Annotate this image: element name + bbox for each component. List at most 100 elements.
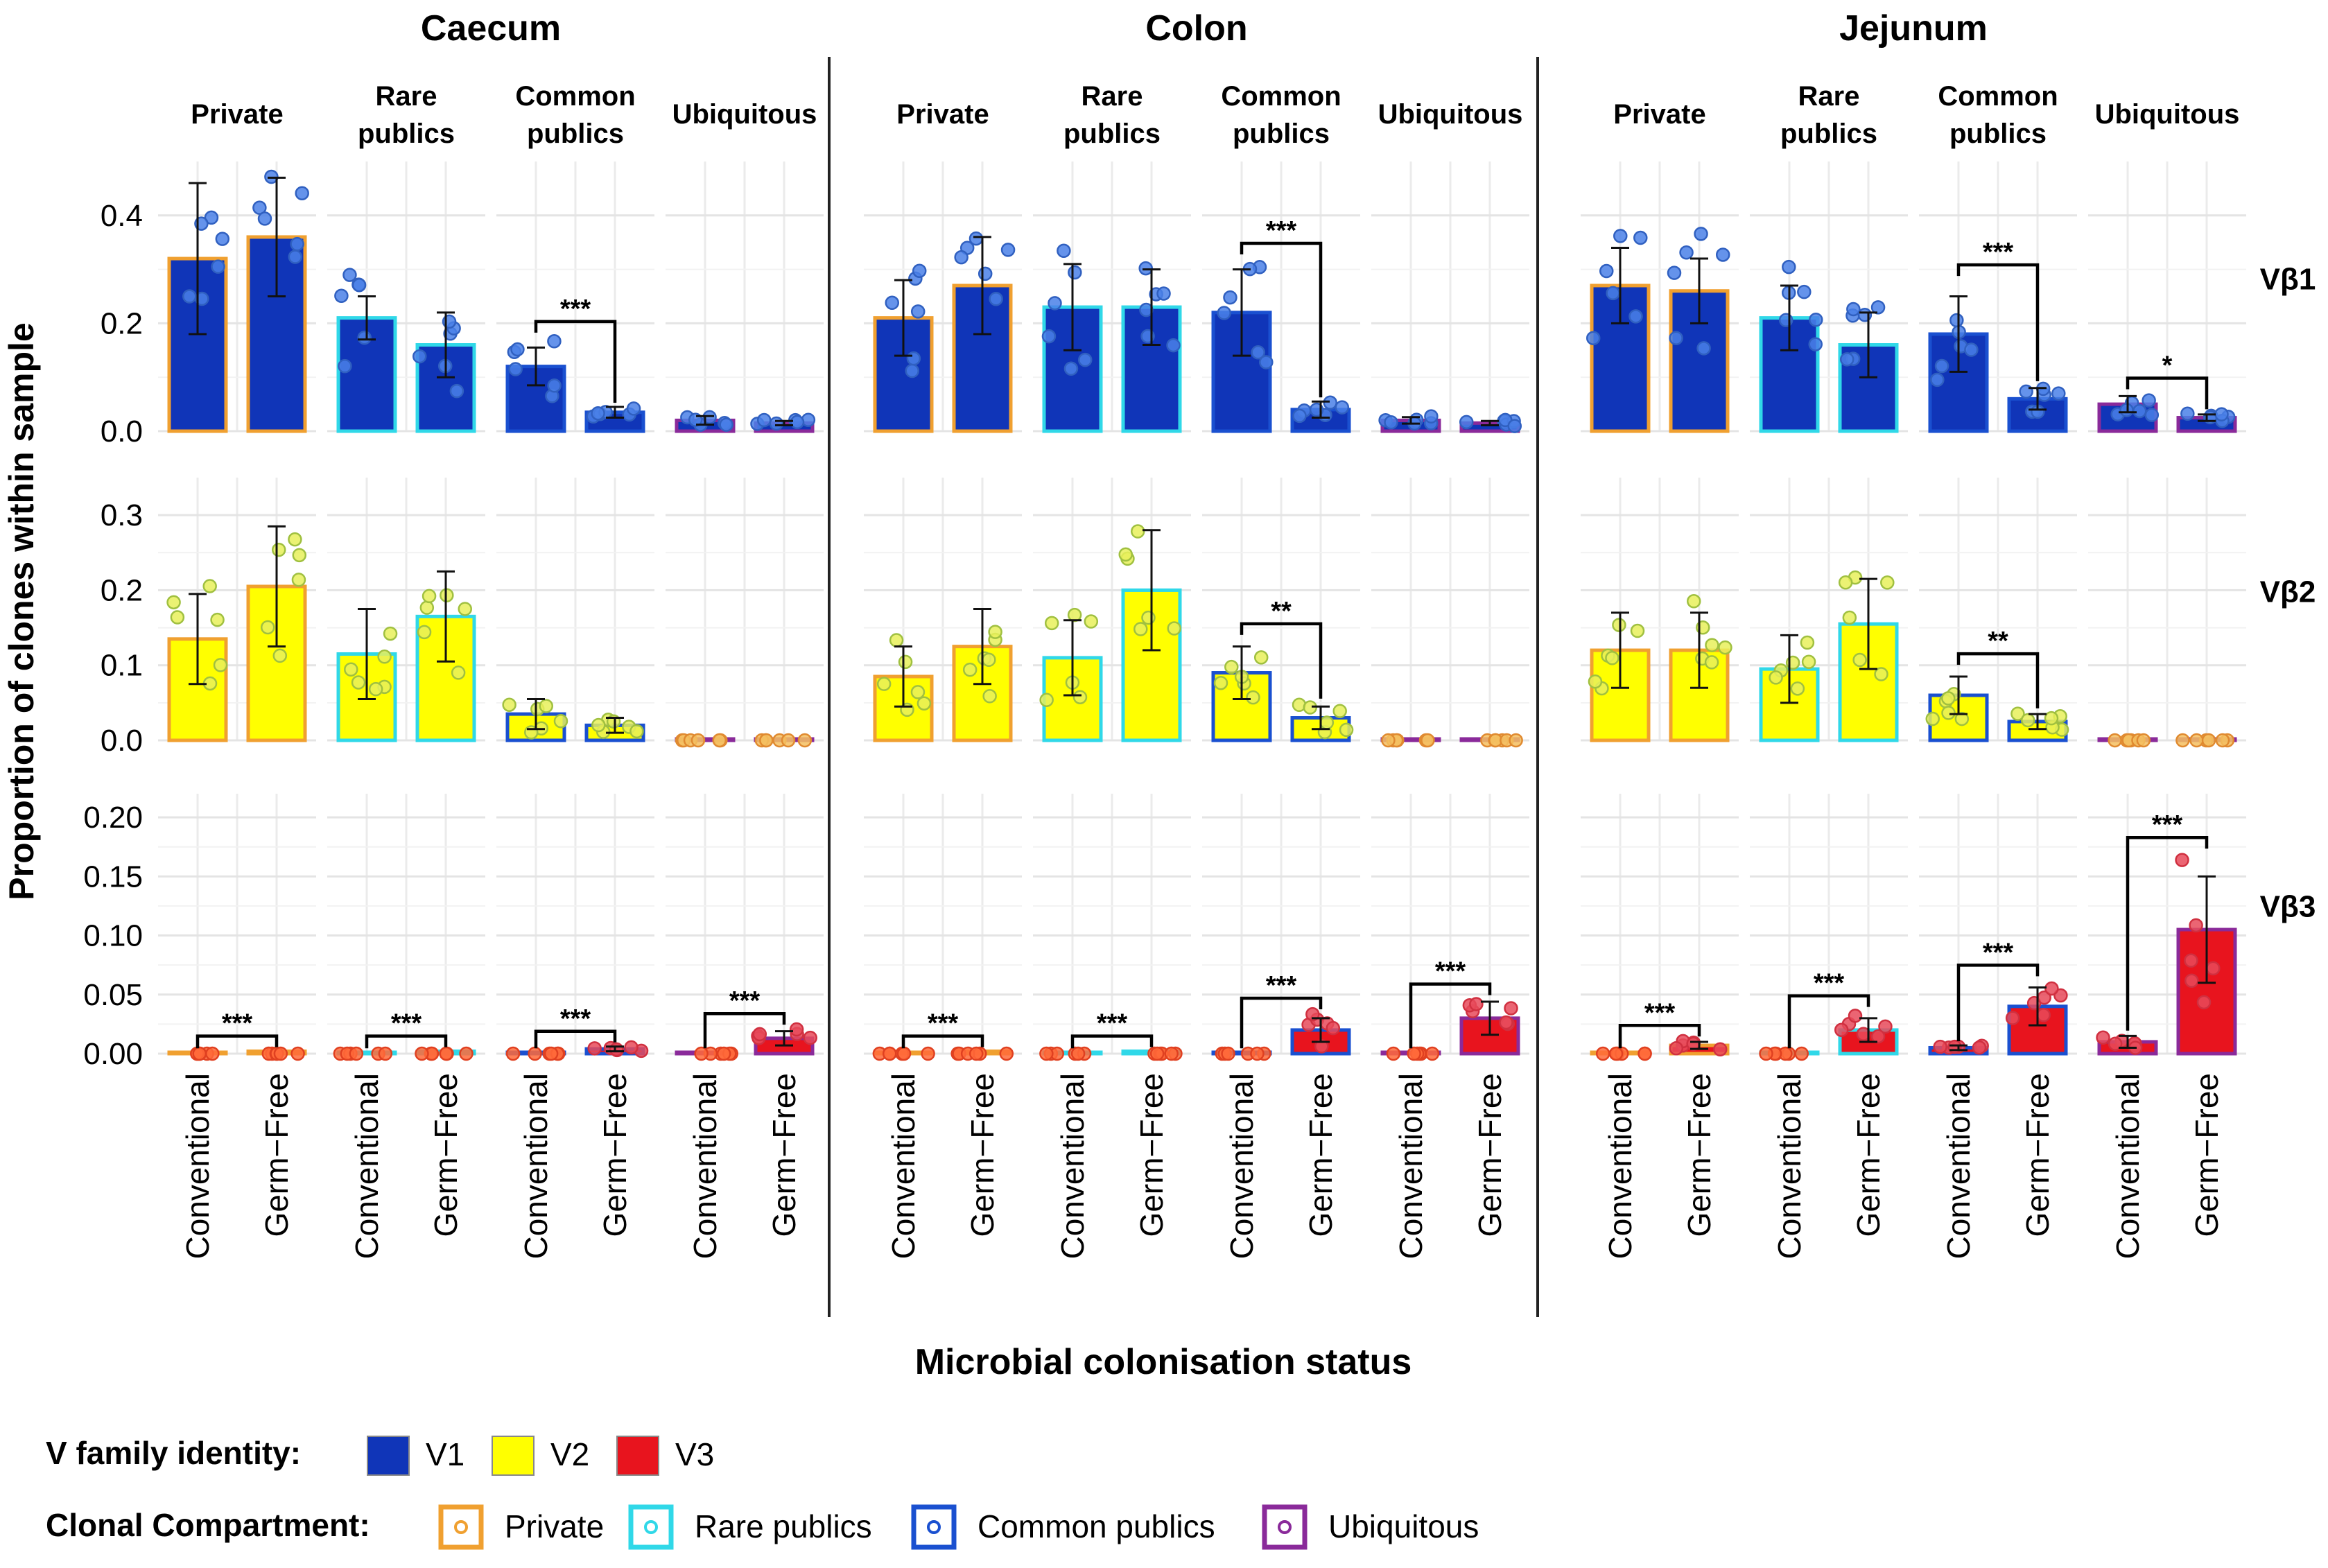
significance-caecum-ubiq-v3: *** — [703, 986, 786, 1049]
point-colon-private-v2-conventional-5 — [898, 654, 913, 670]
legend-outline-private — [438, 1504, 484, 1550]
point-jejunum-rare-v3-conventional-4 — [1759, 1046, 1773, 1061]
y-tick-v1-2: 0.4 — [101, 199, 143, 233]
point-caecum-private-v1-conventional-0 — [215, 232, 230, 246]
tissue-header-jejunum: Jejunum — [1839, 8, 1988, 49]
significance-jejunum-ubiq-v3: *** — [2126, 810, 2209, 1031]
point-jejunum-ubiq-v3-germ-free-1 — [2184, 973, 2199, 988]
y-tick-v2-1: 0.1 — [101, 649, 143, 683]
point-colon-rare-v1-conventional-4 — [1068, 265, 1082, 280]
point-caecum-common-v1-germ-free-5 — [591, 406, 605, 421]
point-jejunum-common-v3-conventional-4 — [1972, 1040, 1987, 1055]
x-tick-colon-private-germ-free: Germ−Free — [964, 1073, 1000, 1237]
point-caecum-rare-v2-conventional-5 — [344, 662, 358, 677]
point-caecum-common-v2-germ-free-5 — [629, 724, 644, 739]
x-tick-jejunum-private-germ-free: Germ−Free — [1681, 1073, 1717, 1237]
point-colon-common-v1-conventional-3 — [1259, 355, 1274, 369]
point-jejunum-rare-v2-conventional-1 — [1801, 654, 1816, 669]
point-jejunum-rare-v2-conventional-5 — [1800, 635, 1815, 650]
point-jejunum-common-v2-conventional-4 — [1941, 691, 1956, 706]
point-jejunum-private-v1-germ-free-4 — [1715, 247, 1730, 262]
point-colon-private-v2-germ-free-1 — [982, 688, 997, 704]
x-tick-caecum-private-germ-free: Germ−Free — [259, 1073, 295, 1237]
point-jejunum-private-v2-conventional-5 — [1605, 650, 1619, 665]
significance-caecum-common-v1: *** — [534, 295, 617, 403]
point-jejunum-rare-v2-conventional-3 — [1790, 681, 1805, 696]
point-jejunum-ubiq-v1-conventional-5 — [2144, 408, 2160, 422]
y-tick-v1-1: 0.2 — [101, 306, 143, 340]
text-layer: Private Conventional Germ−Free Rare publics C… — [2, 8, 2316, 1382]
y-tick-v3-3: 0.15 — [83, 860, 143, 894]
point-jejunum-private-v3-germ-free-5 — [1713, 1042, 1728, 1057]
point-jejunum-common-v3-germ-free-5 — [2005, 1011, 2020, 1025]
point-caecum-rare-v2-germ-free-5 — [451, 665, 466, 680]
point-jejunum-private-v2-germ-free-2 — [1705, 638, 1719, 652]
compartment-header-caecum-rare-line1: Rare — [376, 81, 437, 112]
point-colon-private-v1-germ-free-5 — [978, 266, 993, 281]
sig-label-jejunum-private-v3: *** — [1644, 998, 1676, 1027]
point-jejunum-common-v2-germ-free-5 — [2020, 713, 2035, 728]
point-caecum-private-v2-germ-free-3 — [288, 532, 302, 547]
compartment-header-jejunum-common-line2: publics — [1949, 119, 2047, 149]
legend-label-v3: V3 — [675, 1436, 714, 1472]
x-tick-colon-rare-germ-free: Germ−Free — [1133, 1073, 1170, 1237]
point-colon-common-v2-conventional-0 — [1246, 690, 1260, 705]
sig-label-colon-rare-v3: *** — [1097, 1009, 1128, 1038]
tissue-header-caecum: Caecum — [421, 8, 561, 49]
point-jejunum-rare-v3-germ-free-3 — [1848, 1009, 1863, 1023]
bracket-jejunum-ubiq-v3 — [2126, 835, 2209, 1031]
point-caecum-common-v3-germ-free-0 — [587, 1041, 602, 1056]
point-jejunum-rare-v2-conventional-2 — [1769, 670, 1783, 685]
point-caecum-common-v1-conventional-1 — [510, 342, 525, 357]
bracket-jejunum-common-v3 — [1956, 964, 2040, 1042]
sig-label-colon-common-v1: *** — [1266, 216, 1297, 245]
point-jejunum-ubiq-v3-germ-free-5 — [2184, 953, 2198, 968]
point-colon-common-v2-germ-free-1 — [1332, 704, 1347, 719]
point-caecum-rare-v3-conventional-1 — [378, 1046, 393, 1061]
point-caecum-ubiq-v3-conventional-5 — [716, 1046, 731, 1061]
point-caecum-rare-v1-conventional-5 — [351, 277, 367, 293]
legend-label-private: Private — [505, 1508, 604, 1544]
point-caecum-rare-v1-conventional-4 — [338, 358, 352, 374]
point-colon-ubiq-v2-conventional-2 — [1421, 733, 1435, 748]
compartment-header-colon-private: Private — [896, 99, 989, 130]
point-caecum-private-v3-germ-free-5 — [273, 1046, 288, 1061]
significance-colon-ubiq-v3: *** — [1409, 957, 1492, 1049]
point-colon-common-v3-conventional-4 — [1221, 1046, 1235, 1061]
point-colon-private-v1-conventional-5 — [906, 351, 921, 366]
point-colon-rare-v2-germ-free-4 — [1118, 547, 1133, 562]
x-tick-caecum-private-conventional: Conventional — [180, 1073, 216, 1260]
point-jejunum-private-v2-conventional-3 — [1588, 674, 1603, 689]
point-caecum-common-v3-conventional-4 — [544, 1046, 559, 1061]
compartment-header-colon-rare-line1: Rare — [1082, 81, 1143, 112]
point-caecum-rare-v1-germ-free-5 — [412, 349, 427, 364]
point-caecum-private-v3-germ-free-1 — [290, 1046, 305, 1061]
point-colon-private-v3-conventional-4 — [921, 1046, 935, 1061]
point-jejunum-common-v2-conventional-5 — [1941, 706, 1956, 720]
compartment-header-caecum-rare-line2: publics — [358, 119, 455, 149]
point-jejunum-common-v1-germ-free-3 — [2051, 386, 2066, 401]
compartment-header-jejunum-common-line1: Common — [1938, 81, 2058, 112]
point-colon-private-v1-conventional-4 — [912, 263, 927, 278]
point-caecum-common-v2-conventional-3 — [553, 713, 568, 729]
compartment-header-jejunum-rare-line2: publics — [1780, 119, 1877, 149]
point-jejunum-ubiq-v3-conventional-2 — [2108, 1036, 2123, 1051]
point-colon-private-v3-conventional-5 — [882, 1046, 897, 1061]
point-colon-common-v1-conventional-0 — [1251, 345, 1265, 360]
x-tick-caecum-common-germ-free: Germ−Free — [597, 1073, 633, 1237]
point-caecum-private-v2-germ-free-1 — [271, 542, 286, 557]
point-caecum-rare-v2-germ-free-1 — [419, 600, 435, 615]
point-colon-common-v3-germ-free-5 — [1326, 1020, 1341, 1036]
x-tick-jejunum-rare-conventional: Conventional — [1771, 1073, 1807, 1260]
point-jejunum-ubiq-v2-germ-free-5 — [2215, 733, 2230, 748]
point-caecum-rare-v1-conventional-3 — [342, 268, 357, 282]
sig-label-caecum-rare-v3: *** — [391, 1009, 422, 1038]
point-jejunum-private-v1-germ-free-5 — [1679, 245, 1694, 260]
point-colon-private-v2-conventional-2 — [910, 685, 926, 699]
point-colon-ubiq-v3-germ-free-0 — [1504, 1001, 1518, 1016]
point-colon-rare-v3-germ-free-5 — [1164, 1046, 1179, 1061]
point-jejunum-rare-v1-germ-free-4 — [1846, 302, 1861, 317]
significance-colon-common-v1: *** — [1240, 216, 1323, 398]
y-tick-v1-0: 0.0 — [101, 415, 143, 448]
sig-label-caecum-ubiq-v3: *** — [729, 986, 761, 1016]
